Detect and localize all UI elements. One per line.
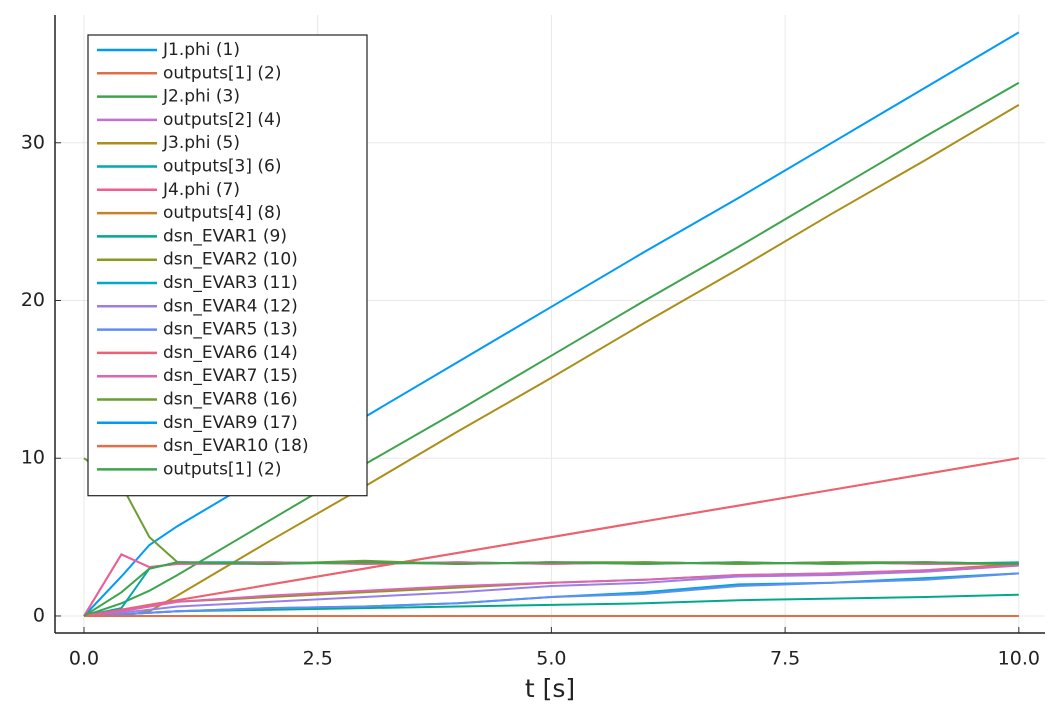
series-line (83, 31, 1020, 617)
legend-label: outputs[3] (6) (163, 157, 282, 177)
series-line (84, 104, 1020, 617)
y-tick-label: 0 (33, 604, 45, 626)
legend-label: J1.phi (1) (162, 40, 240, 60)
x-tick-label: 10.0 (998, 648, 1040, 670)
legend-label: outputs[1] (2) (163, 459, 282, 479)
x-tick-label: 5.0 (536, 648, 566, 670)
y-tick-label: 20 (21, 289, 45, 311)
legend-label: J4.phi (7) (162, 180, 240, 200)
legend-label: dsn_EVAR4 (12) (163, 296, 298, 316)
legend-label: dsn_EVAR9 (17) (163, 413, 298, 433)
legend-label: dsn_EVAR3 (11) (163, 273, 298, 293)
x-tick-label: 0.0 (69, 648, 99, 670)
legend-label: outputs[1] (2) (163, 63, 282, 83)
y-tick-label: 30 (21, 131, 45, 153)
legend-label: dsn_EVAR10 (18) (163, 436, 309, 456)
series-line (83, 564, 1019, 617)
legend-label: J3.phi (5) (162, 133, 240, 153)
series-line (83, 572, 1019, 617)
legend-label: dsn_EVAR1 (9) (163, 226, 287, 246)
legend-label: outputs[4] (8) (163, 203, 282, 223)
legend-label: dsn_EVAR2 (10) (163, 250, 298, 270)
legend-label: J2.phi (3) (162, 87, 240, 107)
x-tick-label: 2.5 (303, 648, 333, 670)
legend-label: dsn_EVAR5 (13) (163, 320, 298, 340)
legend: J1.phi (1) outputs[1] (2) J2.phi (3) output… (87, 34, 368, 497)
legend-label: outputs[2] (4) (163, 110, 282, 130)
series-line (83, 457, 1019, 617)
y-tick-label: 10 (21, 447, 45, 469)
x-tick-label: 7.5 (770, 648, 800, 670)
legend-label: dsn_EVAR7 (15) (163, 366, 298, 386)
series-line (83, 564, 1019, 617)
x-axis-label: t [s] (525, 674, 575, 703)
legend-label: dsn_EVAR8 (16) (163, 390, 298, 410)
legend-label: dsn_EVAR6 (14) (163, 343, 298, 363)
legend-box (87, 34, 368, 497)
series-line (83, 81, 1020, 617)
series-line (83, 561, 1019, 617)
